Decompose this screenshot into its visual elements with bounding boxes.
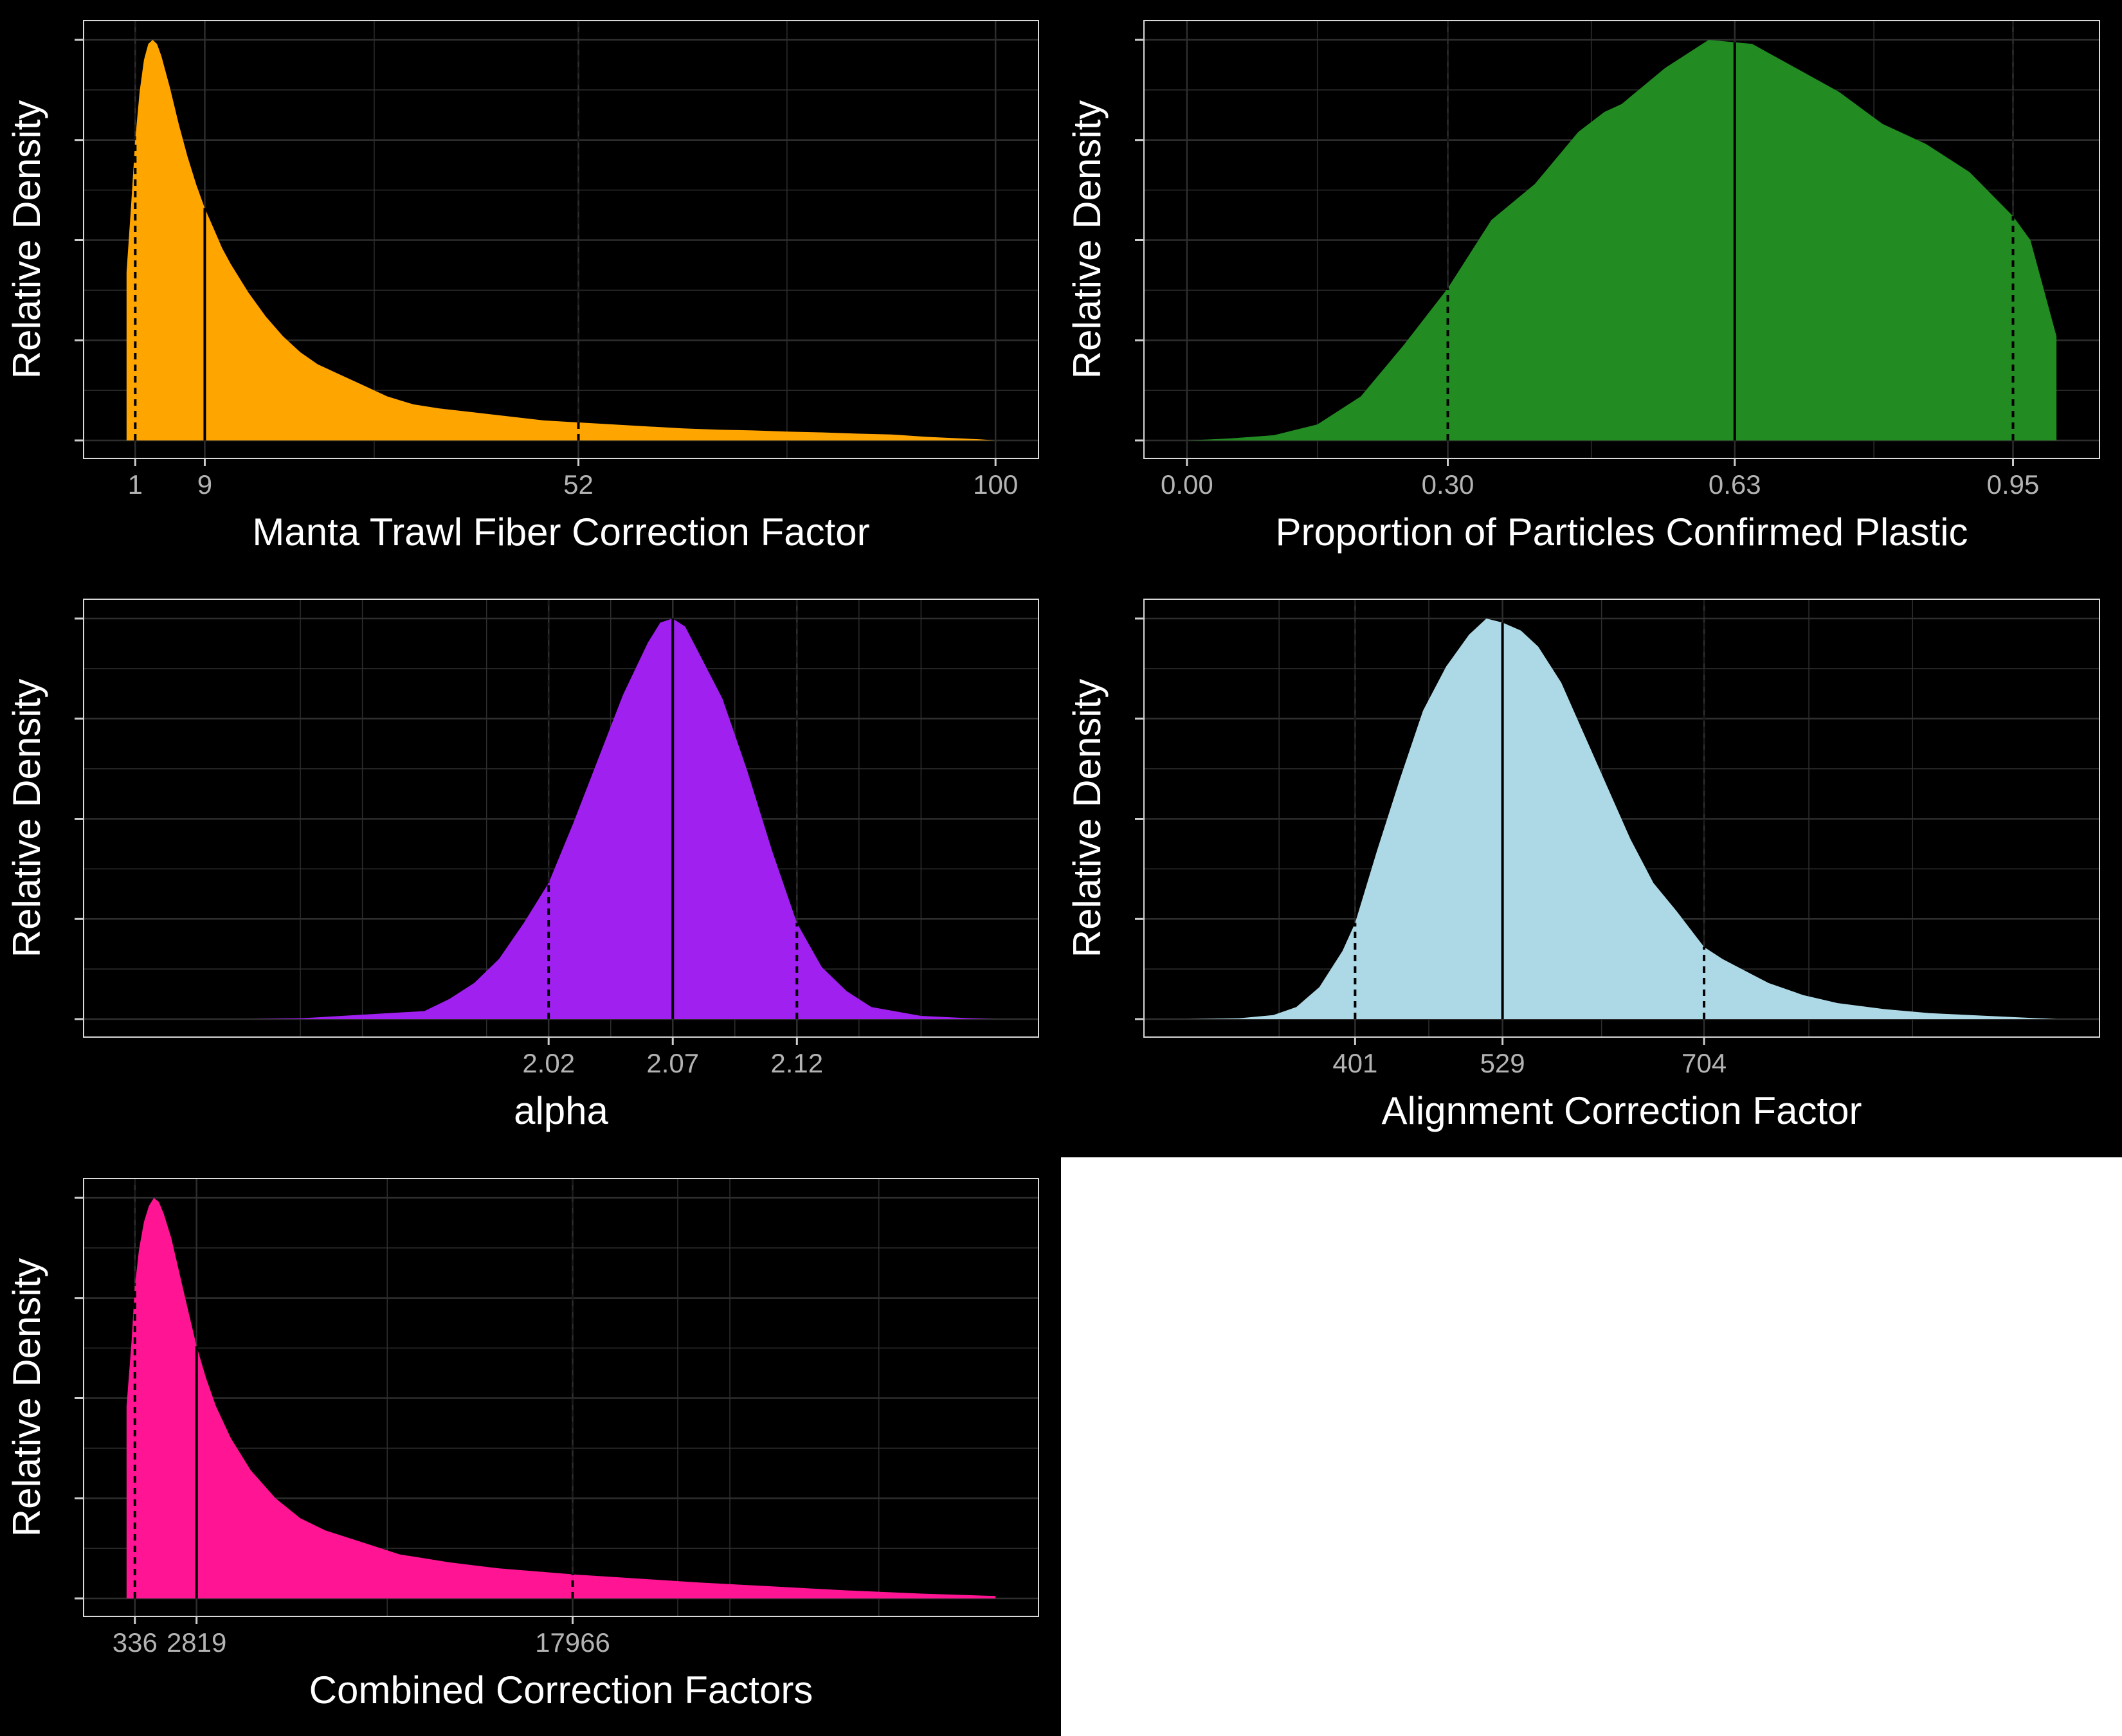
y-axis-title: Relative Density [1066,100,1109,379]
x-tick-label: 336 [113,1627,158,1658]
panel-1: 1 9 52 100 Manta Trawl Fiber Correction Fact… [5,20,1039,554]
density-area [126,1198,996,1598]
x-tick-label: 0.00 [1161,469,1213,500]
density-area [126,40,996,440]
x-tick-label: 2.07 [646,1048,699,1078]
y-axis-title: Relative Density [5,100,48,379]
panel-2: 0.00 0.30 0.63 0.95 Proportion of Particles … [1066,20,2100,554]
x-tick-label: 0.95 [1987,469,2040,500]
x-tick-label: 100 [973,469,1018,500]
x-tick-label: 52 [563,469,594,500]
x-tick-label: 2819 [167,1627,226,1658]
x-tick-label: 0.63 [1709,469,1761,500]
x-tick-label: 401 [1332,1048,1377,1078]
x-axis-title: Proportion of Particles Confirmed Plasti… [1275,511,1968,554]
panel-4: 401 529 704 Alignment Correction Factor Rela… [1066,599,2100,1132]
y-axis-title: Relative Density [5,679,48,958]
x-tick-label: 9 [197,469,212,500]
x-axis-title: Combined Correction Factors [309,1668,813,1712]
panel-3: 2.02 2.07 2.12 alpha Relative Density [5,599,1039,1132]
x-tick-label: 17966 [535,1627,610,1658]
y-axis-title: Relative Density [5,1258,48,1537]
empty-figure-cell [1061,1157,2122,1736]
x-axis-title: Alignment Correction Factor [1382,1089,1862,1132]
x-tick-label: 529 [1480,1048,1525,1078]
x-tick-label: 2.12 [770,1048,823,1078]
y-axis-title: Relative Density [1066,679,1109,958]
density-area [1186,619,2057,1019]
x-axis-title: Manta Trawl Fiber Correction Factor [252,511,869,554]
x-tick-label: 704 [1682,1048,1727,1078]
x-tick-label: 2.02 [522,1048,575,1078]
x-tick-label: 0.30 [1422,469,1474,500]
x-axis-title: alpha [514,1089,608,1132]
x-tick-label: 1 [128,469,143,500]
density-area [1186,40,2057,440]
density-area [126,619,996,1019]
panel-5: 336 2819 17966 Combined Correction Factors R… [5,1178,1039,1712]
